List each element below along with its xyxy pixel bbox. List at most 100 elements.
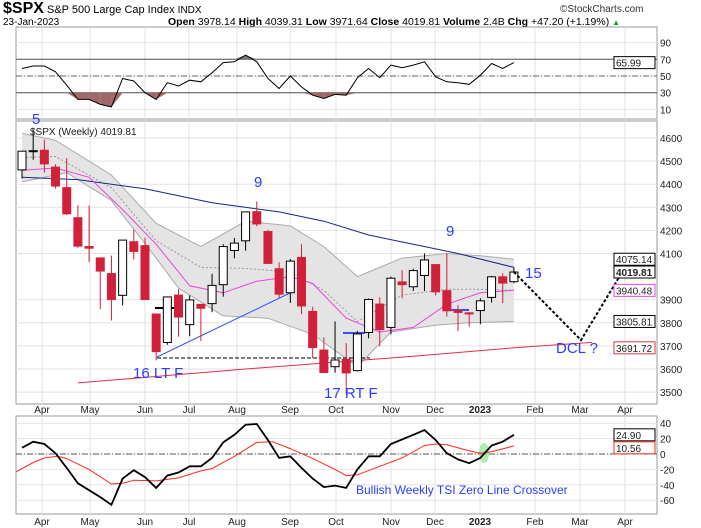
x-tick-label-bottom: Oct [328,517,344,528]
price-tick-label: 4500 [660,157,683,168]
price-label: 3805.81 [616,317,653,328]
tsi-tick-label: 40 [660,419,672,430]
price-label: 3940.48 [616,286,653,297]
annotation-dcl: DCL ? [556,340,598,357]
main-title: $SPX (Weekly) 4019.81 [30,127,137,138]
candle-body [73,217,83,247]
moving-average-long [77,341,593,384]
price-tick-label: 3500 [660,388,683,399]
annotation-17-rt-f: 17 RT F [324,385,378,402]
candle-body [140,245,150,300]
rsi-tick-label: 70 [660,55,672,66]
x-tick-label-bottom: Apr [617,517,633,528]
x-tick-label-bottom: Jul [183,517,196,528]
candle-body [498,276,508,284]
annotation-15: 15 [525,265,542,282]
x-tick-label-mid: Jun [137,405,153,416]
candle-body [185,299,195,326]
x-tick-label-mid: Nov [382,405,400,416]
price-label-box [613,341,656,355]
candle-body [453,310,463,313]
copyright: ©StockCharts.com [560,4,644,15]
price-tick-label: 4200 [660,226,683,237]
candle-body [106,273,116,300]
volume-value: 2.4B [483,16,505,28]
candle-body [151,313,161,353]
annotation-9-dec: 9 [446,223,454,240]
candle-body [487,276,497,298]
rsi-oversold-fill [66,92,78,100]
candle-body [397,281,407,286]
x-tick-label-bottom: Nov [382,517,400,528]
price-tick-label: 3600 [660,365,683,376]
x-tick-label-mid: Oct [328,405,344,416]
price-label-box [613,265,656,279]
candle-body [207,284,217,305]
tsi-tick-label: 20 [660,435,672,446]
x-tick-label-bottom: 2023 [469,517,492,528]
rsi-overbought-fill [234,55,246,60]
price-label: 4019.81 [616,268,653,279]
candle-body [263,231,273,264]
candle-body [464,312,474,315]
volume-label: Volume [443,16,481,28]
exchange: INDX [177,5,202,16]
price-label-box [613,252,656,266]
tsi-tick-label: -60 [660,496,675,507]
chg-label: Chg [507,16,529,28]
close-value: 4019.81 [402,16,441,28]
chg-value: +47.20 (+1.19%) [530,16,610,28]
x-tick-label-bottom: May [81,517,100,528]
high-label: High [238,16,262,28]
rsi-oversold-fill [89,92,101,105]
x-tick-label-bottom: Aug [228,517,246,528]
candle-body [196,303,206,309]
x-tick-label-mid: Mar [571,405,589,416]
candle-body [252,211,262,225]
tsi-signal-last-label-box [613,441,656,455]
rsi-oversold-fill [77,92,90,100]
candle-body [419,259,429,276]
up-triangle-icon: ▲ [612,18,621,27]
trendline-blue [156,292,291,358]
tsi-last-label: 24.90 [616,431,641,442]
tsi-signal-line [16,441,515,485]
price-tick-label: 3700 [660,342,683,353]
rsi-oversold-fill [111,92,123,107]
x-tick-label-bottom: Apr [34,517,50,528]
rsi-last-label-box [613,56,656,70]
index-name: S&P 500 Large Cap Index [46,4,175,16]
x-tick-label-mid: Sep [281,405,299,416]
candle-body [341,358,351,374]
low-value: 3971.64 [329,16,368,28]
candle-body [218,246,228,286]
tsi-signal-last-label: 10.56 [616,444,641,455]
rsi-overbought-fill [245,55,257,60]
candle-body [129,241,139,252]
rsi-oversold-fill [312,92,324,99]
x-tick-label-mid: Jul [183,405,196,416]
x-tick-label-mid: Apr [34,405,50,416]
candle-body [475,300,485,312]
candle-body [352,333,362,372]
symbol: $SPX [3,0,44,17]
x-tick-label-mid: Apr [617,405,633,416]
close-label: Close [370,16,400,28]
tsi-annotation: Bullish Weekly TSI Zero Line Crossover [356,483,568,497]
candle-body [241,211,251,242]
candle-body [297,256,306,307]
price-label-box [613,314,656,328]
candle-body [39,149,49,165]
price-tick-label: 3800 [660,319,683,330]
candle-body [386,277,396,328]
ohlc-line: Open 3978.14 High 4039.31 Low 3971.64 Cl… [168,17,620,28]
x-tick-label-bottom: Dec [426,517,444,528]
candle-body [364,298,374,334]
tsi-tick-label: -20 [660,465,675,476]
open-value: 3978.14 [197,16,236,28]
candle-body [442,290,452,312]
candle-body [308,310,318,349]
low-label: Low [305,16,327,28]
price-tick-label: 4300 [660,203,683,214]
